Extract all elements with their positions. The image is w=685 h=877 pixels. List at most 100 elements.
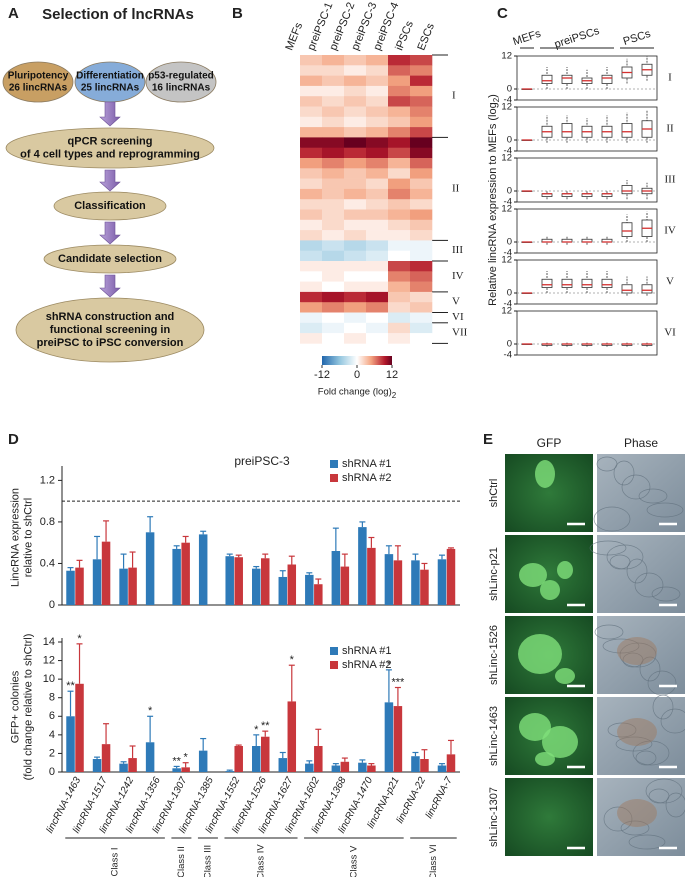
heatmap-cell (322, 230, 345, 241)
column-header: ESCs (415, 21, 437, 52)
y-tick-label: 12 (501, 102, 512, 113)
heatmap-cell (344, 106, 367, 118)
heatmap-cell (344, 322, 367, 334)
heatmap-cell (410, 65, 433, 76)
flow-arrow (99, 274, 121, 298)
heatmap-cell (410, 55, 433, 66)
y-tick-label: 14 (43, 636, 55, 648)
panel-class-label: VI (664, 327, 676, 339)
phase-texture (615, 736, 653, 752)
bar (287, 564, 297, 605)
phase-texture (660, 708, 685, 734)
source-node (145, 61, 217, 103)
panel-class-label: V (666, 276, 674, 288)
group-header: PSCs (622, 28, 653, 48)
box (561, 74, 573, 84)
colorbar-tick-label: 0 (354, 369, 360, 381)
heatmap-cell (388, 188, 411, 200)
heatmap-cell (410, 240, 433, 251)
bar (119, 763, 128, 772)
y-tick-label: 8 (49, 692, 55, 704)
heatmap-cell (278, 302, 301, 313)
heatmap-cell (344, 281, 367, 293)
phase-texture (589, 540, 627, 556)
heatmap-cell (388, 55, 411, 66)
column-header: Phase (624, 436, 658, 450)
heatmap-cell (388, 106, 411, 118)
phase-texture (645, 778, 683, 804)
phase-image (597, 535, 685, 613)
heatmap-cell (278, 106, 301, 118)
group-label: I (452, 90, 456, 102)
panel-label: C (497, 5, 508, 22)
y-axis-label: GFP+ colonies (9, 670, 21, 743)
heatmap-cell (410, 302, 433, 313)
gfp-colony (519, 563, 547, 587)
bar (198, 534, 208, 605)
heatmap-cell (344, 188, 367, 200)
heatmap-cell (410, 158, 433, 169)
heatmap-cell (278, 219, 301, 231)
class-label: Class V (348, 845, 359, 877)
heatmap-cell (366, 281, 389, 293)
group-header: MEFs (511, 28, 542, 48)
bar (145, 532, 155, 605)
heatmap-cell (410, 85, 433, 97)
source-text: Pluripotency (8, 71, 69, 82)
bar (66, 570, 75, 605)
class-label: Class III (202, 845, 213, 877)
heatmap-cell (366, 147, 389, 159)
heatmap-cell (388, 312, 411, 324)
heatmap-cell (410, 230, 433, 241)
y-tick-label: 12 (501, 51, 512, 62)
heatmap-cell (410, 261, 433, 272)
panel-class-label: I (668, 72, 672, 84)
heatmap-cell (366, 261, 389, 272)
heatmap-cell (278, 137, 301, 148)
heatmap-cell (278, 65, 301, 76)
heatmap-cell (300, 261, 323, 272)
source-text: 26 lincRNAs (9, 83, 68, 94)
bar (305, 763, 314, 772)
heatmap-cell (300, 65, 323, 76)
heatmap-cell (278, 96, 301, 107)
class-label: Class II (176, 846, 187, 877)
heatmap-cell (410, 116, 433, 128)
group-label: V (452, 296, 460, 308)
heatmap-cell (344, 271, 367, 282)
significance: * (387, 659, 392, 671)
heatmap-cell (410, 281, 433, 293)
y-axis-label-sub: 2 (492, 97, 501, 102)
heatmap-cell (344, 55, 367, 66)
column-header: iPSCs (393, 19, 416, 52)
heatmap-cell (388, 230, 411, 241)
phase-texture (594, 624, 624, 640)
heatmap-cell (322, 96, 345, 107)
step-text: Classification (74, 200, 146, 212)
heatmap-cell (410, 333, 433, 344)
phase-texture (634, 572, 664, 598)
bar (340, 566, 350, 605)
source-text: 16 lincRNAs (152, 83, 211, 94)
heatmap-cell (366, 250, 389, 262)
bar (181, 542, 190, 605)
box (561, 278, 573, 288)
heatmap-cell (410, 147, 433, 159)
plot-frame (516, 310, 658, 356)
heatmap-cell (388, 65, 411, 76)
group-label: III (452, 244, 463, 256)
box (561, 123, 573, 138)
step-node (5, 127, 215, 169)
box (601, 278, 613, 288)
chart-title: preiPSC-3 (234, 454, 290, 468)
heatmap-cell (388, 271, 411, 282)
heatmap-cell (410, 291, 433, 303)
bar (437, 765, 447, 772)
heatmap-cell (278, 322, 301, 334)
heatmap-cell (366, 271, 389, 282)
phase-image (597, 616, 685, 694)
heatmap-cell (410, 312, 433, 324)
panel-title: Selection of lncRNAs (42, 6, 194, 23)
plot-frame (516, 157, 658, 203)
heatmap-cell (410, 96, 433, 107)
